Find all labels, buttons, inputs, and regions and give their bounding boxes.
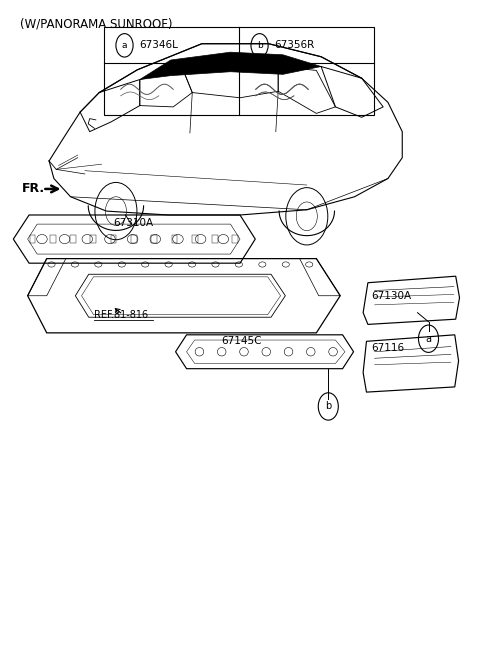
Text: a: a bbox=[425, 334, 432, 344]
Text: REF.81-816: REF.81-816 bbox=[95, 310, 149, 320]
Text: 67130A: 67130A bbox=[371, 291, 411, 301]
Text: 67356R: 67356R bbox=[274, 41, 314, 50]
Text: 67116: 67116 bbox=[371, 343, 404, 353]
Text: 67310A: 67310A bbox=[114, 218, 154, 228]
Text: FR.: FR. bbox=[22, 182, 45, 196]
Text: b: b bbox=[325, 402, 331, 411]
Polygon shape bbox=[140, 52, 321, 80]
Text: 67346L: 67346L bbox=[139, 41, 178, 50]
Text: a: a bbox=[122, 41, 127, 50]
Text: b: b bbox=[257, 41, 263, 50]
Text: (W/PANORAMA SUNROOF): (W/PANORAMA SUNROOF) bbox=[21, 18, 173, 31]
Text: 67145C: 67145C bbox=[221, 336, 262, 347]
